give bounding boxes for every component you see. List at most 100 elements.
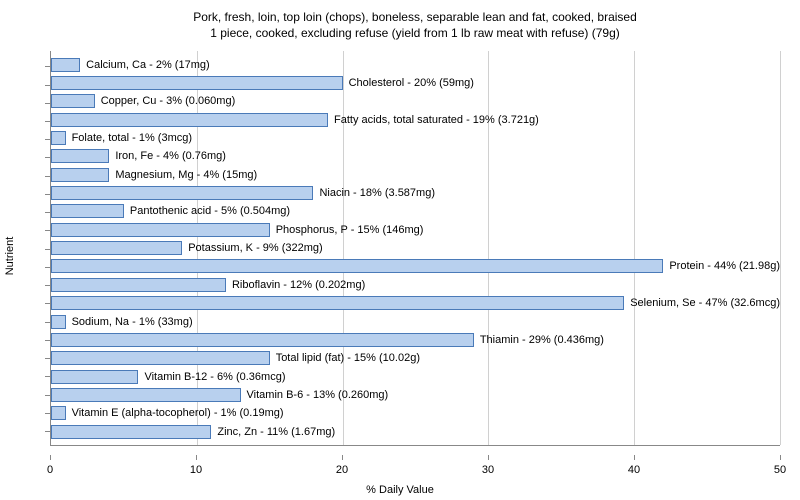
x-tick bbox=[50, 455, 51, 460]
y-tick bbox=[45, 340, 50, 341]
y-tick bbox=[45, 103, 50, 104]
bar-row: Zinc, Zn - 11% (1.67mg) bbox=[51, 424, 780, 439]
bar-row: Sodium, Na - 1% (33mg) bbox=[51, 314, 780, 329]
bar-label: Total lipid (fat) - 15% (10.02g) bbox=[276, 352, 420, 364]
bar-label: Magnesium, Mg - 4% (15mg) bbox=[115, 169, 257, 181]
bar-row: Vitamin B-6 - 13% (0.260mg) bbox=[51, 387, 780, 402]
plot-area: Calcium, Ca - 2% (17mg) Cholesterol - 20%… bbox=[50, 51, 780, 446]
bar-label: Vitamin B-12 - 6% (0.36mcg) bbox=[144, 371, 285, 383]
x-tick-label: 30 bbox=[482, 464, 494, 476]
bar bbox=[51, 223, 270, 237]
y-tick bbox=[45, 358, 50, 359]
chart-title-line2: 1 piece, cooked, excluding refuse (yield… bbox=[50, 26, 780, 42]
y-tick bbox=[45, 139, 50, 140]
y-axis-title: Nutrient bbox=[4, 237, 16, 276]
bar-label: Calcium, Ca - 2% (17mg) bbox=[86, 59, 209, 71]
bar-row: Protein - 44% (21.98g) bbox=[51, 259, 780, 274]
y-tick bbox=[45, 395, 50, 396]
x-tick bbox=[488, 455, 489, 460]
bar-row: Selenium, Se - 47% (32.6mcg) bbox=[51, 296, 780, 311]
bar-label: Selenium, Se - 47% (32.6mcg) bbox=[630, 297, 780, 309]
y-tick bbox=[45, 230, 50, 231]
x-axis: 01020304050 bbox=[50, 460, 780, 478]
bar-label: Cholesterol - 20% (59mg) bbox=[349, 77, 474, 89]
bar-label: Vitamin B-6 - 13% (0.260mg) bbox=[247, 389, 389, 401]
bar bbox=[51, 388, 241, 402]
bar-row: Cholesterol - 20% (59mg) bbox=[51, 76, 780, 91]
bar-row: Total lipid (fat) - 15% (10.02g) bbox=[51, 351, 780, 366]
bar-label: Folate, total - 1% (3mcg) bbox=[72, 132, 192, 144]
bar-label: Potassium, K - 9% (322mg) bbox=[188, 242, 323, 254]
bar-row: Pantothenic acid - 5% (0.504mg) bbox=[51, 204, 780, 219]
bar-row: Vitamin B-12 - 6% (0.36mcg) bbox=[51, 369, 780, 384]
bar-row: Fatty acids, total saturated - 19% (3.72… bbox=[51, 112, 780, 127]
bar-row: Riboflavin - 12% (0.202mg) bbox=[51, 277, 780, 292]
bar-label: Zinc, Zn - 11% (1.67mg) bbox=[217, 426, 335, 438]
bar-label: Copper, Cu - 3% (0.060mg) bbox=[101, 95, 236, 107]
y-tick bbox=[45, 322, 50, 323]
chart-title-line1: Pork, fresh, loin, top loin (chops), bon… bbox=[50, 10, 780, 26]
bar-row: Calcium, Ca - 2% (17mg) bbox=[51, 57, 780, 72]
bar-row: Copper, Cu - 3% (0.060mg) bbox=[51, 94, 780, 109]
bar-row: Thiamin - 29% (0.436mg) bbox=[51, 332, 780, 347]
bar bbox=[51, 333, 474, 347]
y-tick bbox=[45, 431, 50, 432]
bar-row: Iron, Fe - 4% (0.76mg) bbox=[51, 149, 780, 164]
bar-row: Folate, total - 1% (3mcg) bbox=[51, 131, 780, 146]
y-tick bbox=[45, 376, 50, 377]
bar-label: Pantothenic acid - 5% (0.504mg) bbox=[130, 205, 290, 217]
bar bbox=[51, 168, 109, 182]
bar bbox=[51, 149, 109, 163]
y-tick bbox=[45, 285, 50, 286]
x-tick bbox=[196, 455, 197, 460]
y-tick bbox=[45, 212, 50, 213]
bar bbox=[51, 315, 66, 329]
bar-row: Vitamin E (alpha-tocopherol) - 1% (0.19m… bbox=[51, 406, 780, 421]
bar-label: Phosphorus, P - 15% (146mg) bbox=[276, 224, 424, 236]
y-tick bbox=[45, 194, 50, 195]
bar-label: Vitamin E (alpha-tocopherol) - 1% (0.19m… bbox=[72, 407, 284, 419]
y-tick bbox=[45, 85, 50, 86]
bar-row: Potassium, K - 9% (322mg) bbox=[51, 241, 780, 256]
bar bbox=[51, 296, 624, 310]
bar-label: Sodium, Na - 1% (33mg) bbox=[72, 316, 193, 328]
bar bbox=[51, 186, 313, 200]
x-axis-title: % Daily Value bbox=[366, 484, 434, 496]
nutrient-chart: Pork, fresh, loin, top loin (chops), bon… bbox=[0, 0, 800, 500]
bar-row: Niacin - 18% (3.587mg) bbox=[51, 186, 780, 201]
x-tick bbox=[780, 455, 781, 460]
y-tick bbox=[45, 413, 50, 414]
bar-label: Riboflavin - 12% (0.202mg) bbox=[232, 279, 365, 291]
chart-title: Pork, fresh, loin, top loin (chops), bon… bbox=[50, 10, 780, 41]
bar bbox=[51, 278, 226, 292]
x-tick-label: 20 bbox=[336, 464, 348, 476]
bar bbox=[51, 94, 95, 108]
x-tick-label: 50 bbox=[774, 464, 786, 476]
bar bbox=[51, 204, 124, 218]
x-tick-label: 10 bbox=[190, 464, 202, 476]
bars-container: Calcium, Ca - 2% (17mg) Cholesterol - 20%… bbox=[51, 57, 780, 439]
bar-label: Thiamin - 29% (0.436mg) bbox=[480, 334, 604, 346]
x-tick-label: 40 bbox=[628, 464, 640, 476]
bar bbox=[51, 259, 663, 273]
y-tick bbox=[45, 303, 50, 304]
bar-label: Niacin - 18% (3.587mg) bbox=[319, 187, 435, 199]
y-tick bbox=[45, 176, 50, 177]
y-tick bbox=[45, 249, 50, 250]
bar-label: Iron, Fe - 4% (0.76mg) bbox=[115, 150, 226, 162]
gridline bbox=[780, 51, 781, 445]
bar bbox=[51, 131, 66, 145]
bar bbox=[51, 241, 182, 255]
bar bbox=[51, 58, 80, 72]
bar bbox=[51, 76, 343, 90]
y-tick bbox=[45, 66, 50, 67]
x-tick bbox=[342, 455, 343, 460]
y-tick bbox=[45, 267, 50, 268]
bar-label: Protein - 44% (21.98g) bbox=[669, 260, 780, 272]
bar bbox=[51, 425, 211, 439]
x-tick bbox=[634, 455, 635, 460]
bar-row: Magnesium, Mg - 4% (15mg) bbox=[51, 167, 780, 182]
bar-row: Phosphorus, P - 15% (146mg) bbox=[51, 222, 780, 237]
y-tick bbox=[45, 157, 50, 158]
bar bbox=[51, 370, 138, 384]
